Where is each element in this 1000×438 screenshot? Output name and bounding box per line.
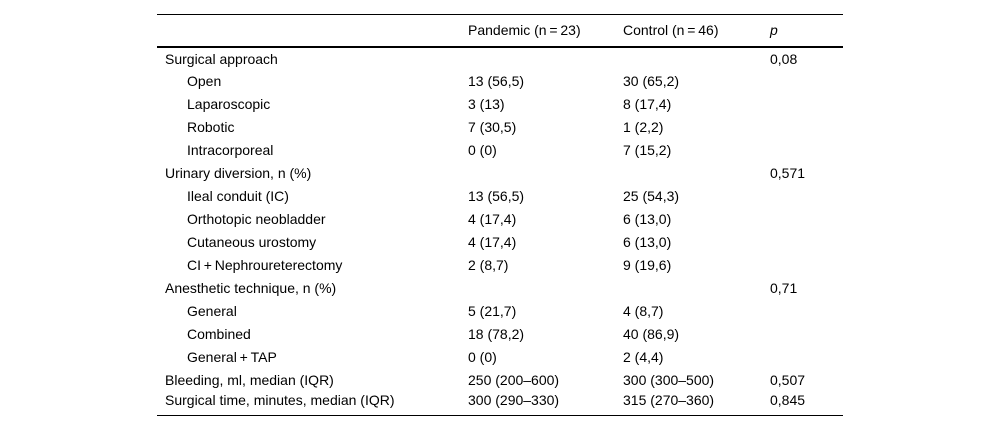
column-header-p: p [770,22,778,39]
control-value: 300 (300–500) [623,372,715,388]
pandemic-value: 4 (17,4) [468,234,517,250]
control-value: 8 (17,4) [623,96,672,112]
row-label: Surgical time, minutes, median (IQR) [165,391,395,408]
row-label: Robotic [187,119,235,135]
p-value [770,185,843,208]
pandemic-value: 3 (13) [468,96,505,112]
table-row: Surgical approach 0,08 [157,47,843,70]
column-header-empty [157,15,468,47]
p-value [770,93,843,116]
pandemic-value: 13 (56,5) [468,188,525,204]
p-value: 0,71 [770,280,798,296]
pandemic-value: 2 (8,7) [468,257,509,273]
row-label: Cutaneous urostomy [187,234,317,250]
pandemic-value [468,162,623,185]
row-label: Bleeding, ml, median (IQR) [165,372,334,388]
pandemic-value: 4 (17,4) [468,211,517,227]
p-value [770,300,843,323]
p-value [770,139,843,162]
control-value: 30 (65,2) [623,73,680,89]
pandemic-value: 13 (56,5) [468,73,525,89]
table-row: Urinary diversion, n (%) 0,571 [157,162,843,185]
table-row: Combined 18 (78,2) 40 (86,9) [157,323,843,346]
control-value [623,162,770,185]
control-value: 25 (54,3) [623,188,680,204]
control-value: 40 (86,9) [623,326,680,342]
table-row: Open 13 (56,5) 30 (65,2) [157,70,843,93]
row-label: Combined [187,326,251,342]
p-value [770,346,843,369]
control-value [623,277,770,300]
pandemic-value: 5 (21,7) [468,303,517,319]
pandemic-value: 18 (78,2) [468,326,525,342]
p-value [770,116,843,139]
row-label: Intracorporeal [187,142,274,158]
table-body: Surgical approach 0,08 Open 13 (56,5) 30… [157,47,843,416]
control-value: 6 (13,0) [623,211,672,227]
column-header-control: Control (n = 46) [623,22,719,39]
table-row: General + TAP 0 (0) 2 (4,4) [157,346,843,369]
p-value [770,70,843,93]
pandemic-value: 250 (200–600) [468,372,560,388]
table-row: Anesthetic technique, n (%) 0,71 [157,277,843,300]
control-value: 7 (15,2) [623,142,672,158]
table-row: Robotic 7 (30,5) 1 (2,2) [157,116,843,139]
control-value: 2 (4,4) [623,349,664,365]
p-value: 0,08 [770,50,798,67]
row-label: Surgical approach [165,50,278,67]
table-row: CI + Nephroureterectomy 2 (8,7) 9 (19,6) [157,254,843,277]
table-row: Ileal conduit (IC) 13 (56,5) 25 (54,3) [157,185,843,208]
pandemic-value: 300 (290–330) [468,391,560,408]
p-value [770,323,843,346]
control-value: 1 (2,2) [623,119,664,135]
p-value [770,231,843,254]
pandemic-value: 0 (0) [468,349,497,365]
table-row: Cutaneous urostomy 4 (17,4) 6 (13,0) [157,231,843,254]
control-value [623,47,770,70]
row-label: Ileal conduit (IC) [187,188,289,204]
column-header-pandemic: Pandemic (n = 23) [468,22,581,39]
table-row: General 5 (21,7) 4 (8,7) [157,300,843,323]
header-row: Pandemic (n = 23) Control (n = 46) p [157,15,843,47]
p-value: 0,845 [770,391,806,408]
table-row: Laparoscopic 3 (13) 8 (17,4) [157,93,843,116]
p-value: 0,571 [770,165,806,181]
table-row: Intracorporeal 0 (0) 7 (15,2) [157,139,843,162]
row-label: CI + Nephroureterectomy [187,257,343,273]
row-label: Open [187,73,222,89]
control-value: 6 (13,0) [623,234,672,250]
row-label: Laparoscopic [187,96,271,112]
row-label: General [187,303,237,319]
table-row: Bleeding, ml, median (IQR) 250 (200–600)… [157,369,843,392]
pandemic-value: 7 (30,5) [468,119,517,135]
row-label: Urinary diversion, n (%) [165,165,312,181]
table-row: Orthotopic neobladder 4 (17,4) 6 (13,0) [157,208,843,231]
p-value [770,254,843,277]
control-value: 4 (8,7) [623,303,664,319]
pandemic-value: 0 (0) [468,142,497,158]
control-value: 315 (270–360) [623,391,715,408]
p-value [770,208,843,231]
outcomes-table: Pandemic (n = 23) Control (n = 46) p Sur… [157,14,843,416]
table-row: Surgical time, minutes, median (IQR) 300… [157,392,843,416]
row-label: Orthotopic neobladder [187,211,326,227]
pandemic-value [468,277,623,300]
row-label: General + TAP [187,349,277,365]
pandemic-value [468,47,623,70]
p-value: 0,507 [770,372,806,388]
row-label: Anesthetic technique, n (%) [165,280,337,296]
table-header: Pandemic (n = 23) Control (n = 46) p [157,15,843,47]
control-value: 9 (19,6) [623,257,672,273]
